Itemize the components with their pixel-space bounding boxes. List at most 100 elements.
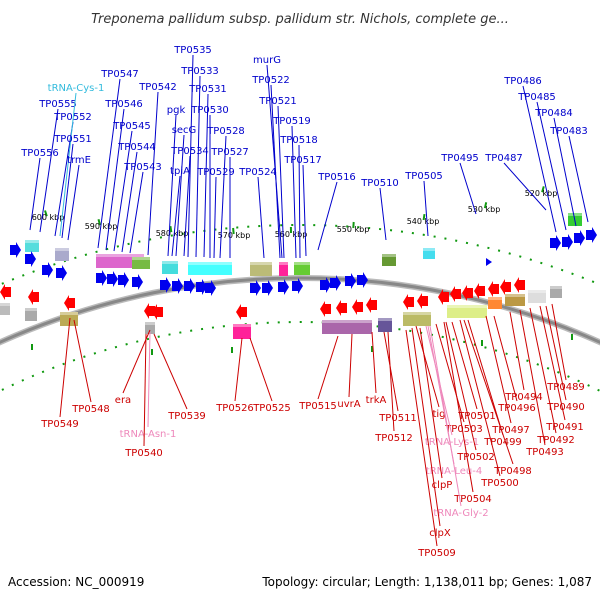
feature-highlight xyxy=(25,308,37,311)
gene-label-tp0530[interactable]: TP0530 xyxy=(190,105,229,116)
backbone xyxy=(0,278,600,483)
gene-label-tp0496[interactable]: TP0496 xyxy=(497,403,536,414)
gene-label-tp0498[interactable]: TP0498 xyxy=(493,466,532,477)
gene-label-clpx[interactable]: clpX xyxy=(429,528,451,539)
gene-label-tp0522[interactable]: TP0522 xyxy=(251,75,290,86)
gene-label-tp0519[interactable]: TP0519 xyxy=(272,116,311,127)
gene-label-tp0551[interactable]: TP0551 xyxy=(53,134,92,145)
forward-label-leader xyxy=(569,136,588,222)
gene-label-tp0511[interactable]: TP0511 xyxy=(378,413,417,424)
gene-label-tp0527[interactable]: TP0527 xyxy=(210,147,249,158)
gene-label-tp0490[interactable]: TP0490 xyxy=(546,402,585,413)
gene-label-tp0501[interactable]: TP0501 xyxy=(457,411,496,422)
gene-label-tp0545[interactable]: TP0545 xyxy=(112,121,151,132)
gene-label-tp0544[interactable]: TP0544 xyxy=(117,142,156,153)
reverse-label-leader xyxy=(318,336,338,399)
gene-label-tp0526[interactable]: TP0526 xyxy=(215,403,254,414)
gene-label-tp0486[interactable]: TP0486 xyxy=(503,76,542,87)
gene-label-tp0515[interactable]: TP0515 xyxy=(298,401,337,412)
forward-label-leader xyxy=(504,163,546,210)
gene-label-tp0540[interactable]: TP0540 xyxy=(124,448,163,459)
gene-label-era[interactable]: era xyxy=(115,395,131,406)
feature-highlight xyxy=(60,312,78,315)
gene-label-tpia[interactable]: tpiA xyxy=(170,166,190,177)
gene-label-tp0517[interactable]: TP0517 xyxy=(283,155,322,166)
gene-label-tp0485[interactable]: TP0485 xyxy=(517,92,556,103)
gene-label-tp0505[interactable]: TP0505 xyxy=(404,171,443,182)
gene-label-tp0487[interactable]: TP0487 xyxy=(484,153,523,164)
gene-label-secg[interactable]: secG xyxy=(172,125,197,136)
gene-label-tp0521[interactable]: TP0521 xyxy=(258,96,297,107)
gene-label-tp0535[interactable]: TP0535 xyxy=(173,45,212,56)
gene-label-tp0533[interactable]: TP0533 xyxy=(180,66,219,77)
forward-gene-arrow xyxy=(118,272,129,288)
forward-gene-arrow xyxy=(96,270,107,286)
feature-highlight xyxy=(447,305,487,308)
gene-label-trna-lys-1[interactable]: tRNA-Lys-1 xyxy=(425,437,479,448)
forward-gene-arrow xyxy=(10,242,21,258)
gene-label-tp0531[interactable]: TP0531 xyxy=(188,84,227,95)
reverse-label-leader xyxy=(420,328,442,478)
forward-gene-arrow xyxy=(42,262,53,278)
gene-label-tp0529[interactable]: TP0529 xyxy=(196,167,235,178)
gene-label-tp0516[interactable]: TP0516 xyxy=(317,172,356,183)
reverse-gene-arrow xyxy=(500,279,511,295)
gene-label-tp0548[interactable]: TP0548 xyxy=(71,404,110,415)
reverse-label-leader xyxy=(349,334,352,397)
gene-label-tp0556[interactable]: TP0556 xyxy=(20,148,59,159)
gene-label-tp0528[interactable]: TP0528 xyxy=(206,126,245,137)
gene-label-tp0499[interactable]: TP0499 xyxy=(483,437,522,448)
gene-label-tp0492[interactable]: TP0492 xyxy=(536,435,575,446)
feature-highlight xyxy=(403,312,431,315)
reverse-label-leader xyxy=(510,312,524,390)
gene-label-tp0509[interactable]: TP0509 xyxy=(417,548,456,559)
gene-label-trme[interactable]: trmE xyxy=(67,155,91,166)
gene-label-trka[interactable]: trkA xyxy=(366,395,387,406)
reverse-gene-arrow xyxy=(320,301,331,317)
gene-label-tp0539[interactable]: TP0539 xyxy=(167,411,206,422)
feature-highlight xyxy=(0,303,10,306)
gene-label-trna-cys-1[interactable]: tRNA-Cys-1 xyxy=(48,83,105,94)
gene-label-tp0493[interactable]: TP0493 xyxy=(525,447,564,458)
gene-label-tp0495[interactable]: TP0495 xyxy=(440,153,479,164)
gene-label-tp0510[interactable]: TP0510 xyxy=(360,178,399,189)
feature-highlight xyxy=(279,262,288,265)
gene-label-tp0547[interactable]: TP0547 xyxy=(100,69,139,80)
gene-label-tp0546[interactable]: TP0546 xyxy=(104,99,143,110)
gene-label-pgk[interactable]: pgk xyxy=(167,105,186,116)
scale-tick-label: 520 kbp xyxy=(525,189,558,198)
gene-label-tp0489[interactable]: TP0489 xyxy=(546,382,585,393)
reverse-label-leader xyxy=(530,308,556,433)
forward-label-leader xyxy=(303,165,306,256)
reverse-gene-arrow xyxy=(403,294,414,310)
gene-label-trna-asn-1[interactable]: tRNA-Asn-1 xyxy=(120,429,177,440)
reverse-label-leader xyxy=(60,318,70,417)
reverse-label-leader xyxy=(235,338,242,401)
feature-highlight xyxy=(162,261,178,264)
gene-label-tp0484[interactable]: TP0484 xyxy=(534,108,573,119)
gene-label-murg[interactable]: murG xyxy=(253,55,281,66)
forward-gene-arrow xyxy=(132,274,143,290)
reverse-gene-arrow xyxy=(366,297,377,313)
gene-label-tp0525[interactable]: TP0525 xyxy=(252,403,291,414)
gene-label-tp0543[interactable]: TP0543 xyxy=(123,162,162,173)
reverse-gene-arrow xyxy=(236,304,247,320)
gene-label-tp0542[interactable]: TP0542 xyxy=(138,82,177,93)
gene-label-tp0500[interactable]: TP0500 xyxy=(480,478,519,489)
gene-label-tp0534[interactable]: TP0534 xyxy=(170,146,209,157)
feature-highlight xyxy=(528,290,546,293)
gene-label-tp0483[interactable]: TP0483 xyxy=(549,126,588,137)
gene-label-trna-gly-2[interactable]: tRNA-Gly-2 xyxy=(433,508,488,519)
gene-label-uvra[interactable]: uvrA xyxy=(337,399,360,410)
gene-label-tp0555[interactable]: TP0555 xyxy=(38,99,77,110)
gene-label-tp0502[interactable]: TP0502 xyxy=(456,452,495,463)
gene-label-tp0518[interactable]: TP0518 xyxy=(279,135,318,146)
gene-label-tp0512[interactable]: TP0512 xyxy=(374,433,413,444)
gene-label-tp0497[interactable]: TP0497 xyxy=(491,425,530,436)
map-title: Treponema pallidum subsp. pallidum str. … xyxy=(91,12,509,27)
gene-label-tp0491[interactable]: TP0491 xyxy=(545,422,584,433)
gene-label-tp0549[interactable]: TP0549 xyxy=(40,419,79,430)
reverse-gene-arrow xyxy=(488,281,499,297)
gene-label-tp0524[interactable]: TP0524 xyxy=(238,167,277,178)
